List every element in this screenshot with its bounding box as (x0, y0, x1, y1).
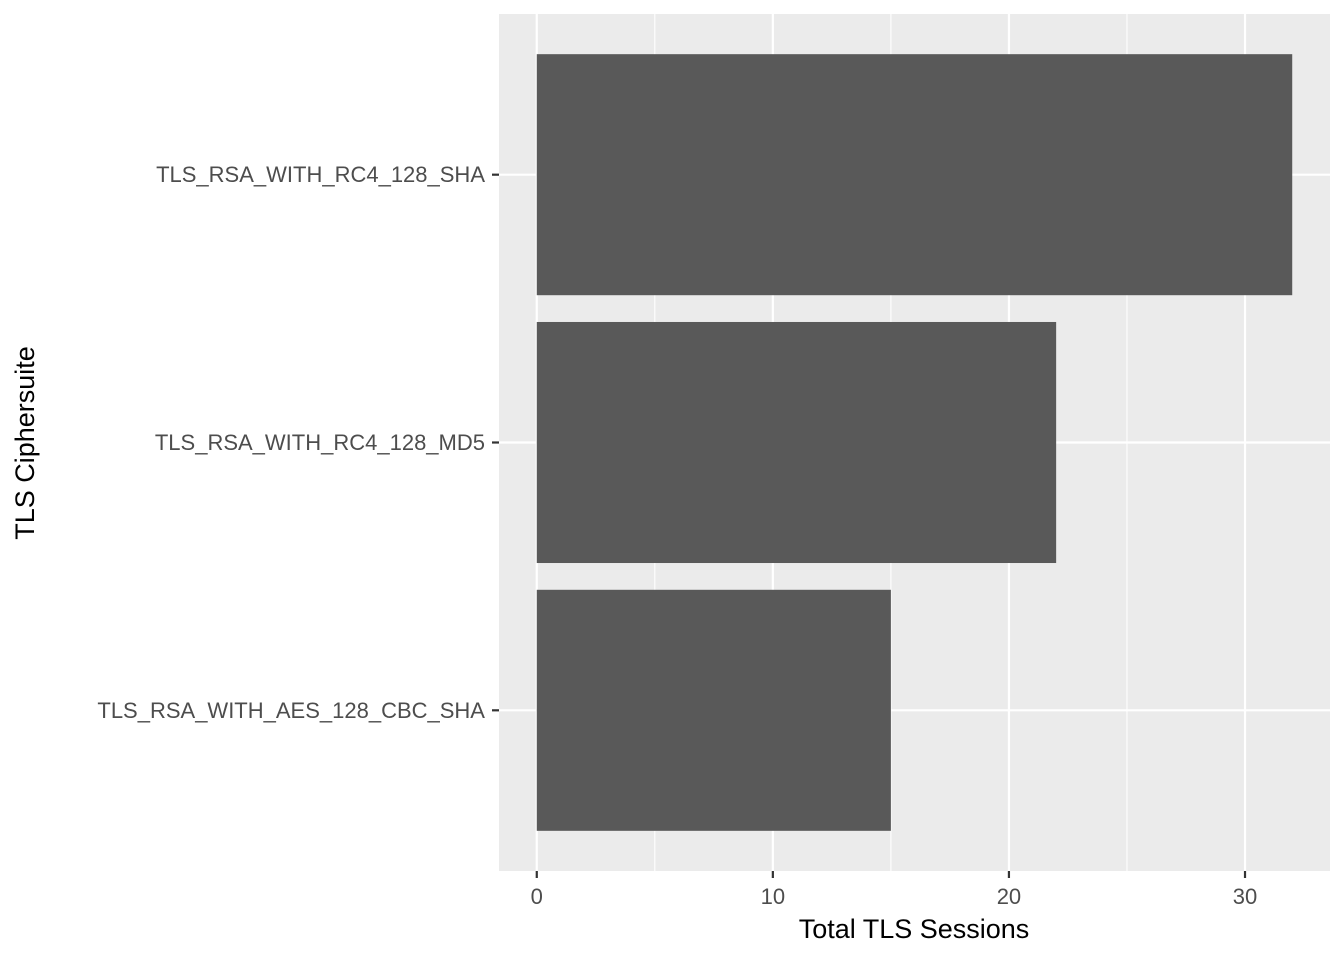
bar (536, 589, 891, 831)
bar (536, 54, 1293, 296)
x-tick-label: 20 (997, 884, 1021, 909)
y-axis-title: TLS Ciphersuite (10, 346, 40, 540)
y-tick-label: TLS_RSA_WITH_RC4_128_SHA (156, 162, 485, 187)
y-tick-label: TLS_RSA_WITH_RC4_128_MD5 (155, 430, 485, 455)
x-tick-label: 0 (531, 884, 543, 909)
y-axis-ticks: TLS_RSA_WITH_RC4_128_SHA TLS_RSA_WITH_RC4… (97, 162, 499, 723)
x-tick-label: 30 (1233, 884, 1257, 909)
y-tick-label: TLS_RSA_WITH_AES_128_CBC_SHA (97, 698, 485, 723)
x-axis-title: Total TLS Sessions (799, 914, 1030, 944)
bar (536, 321, 1057, 564)
x-tick-label: 10 (761, 884, 785, 909)
x-axis-ticks: 0 10 20 30 (531, 871, 1257, 909)
bars (536, 54, 1293, 831)
